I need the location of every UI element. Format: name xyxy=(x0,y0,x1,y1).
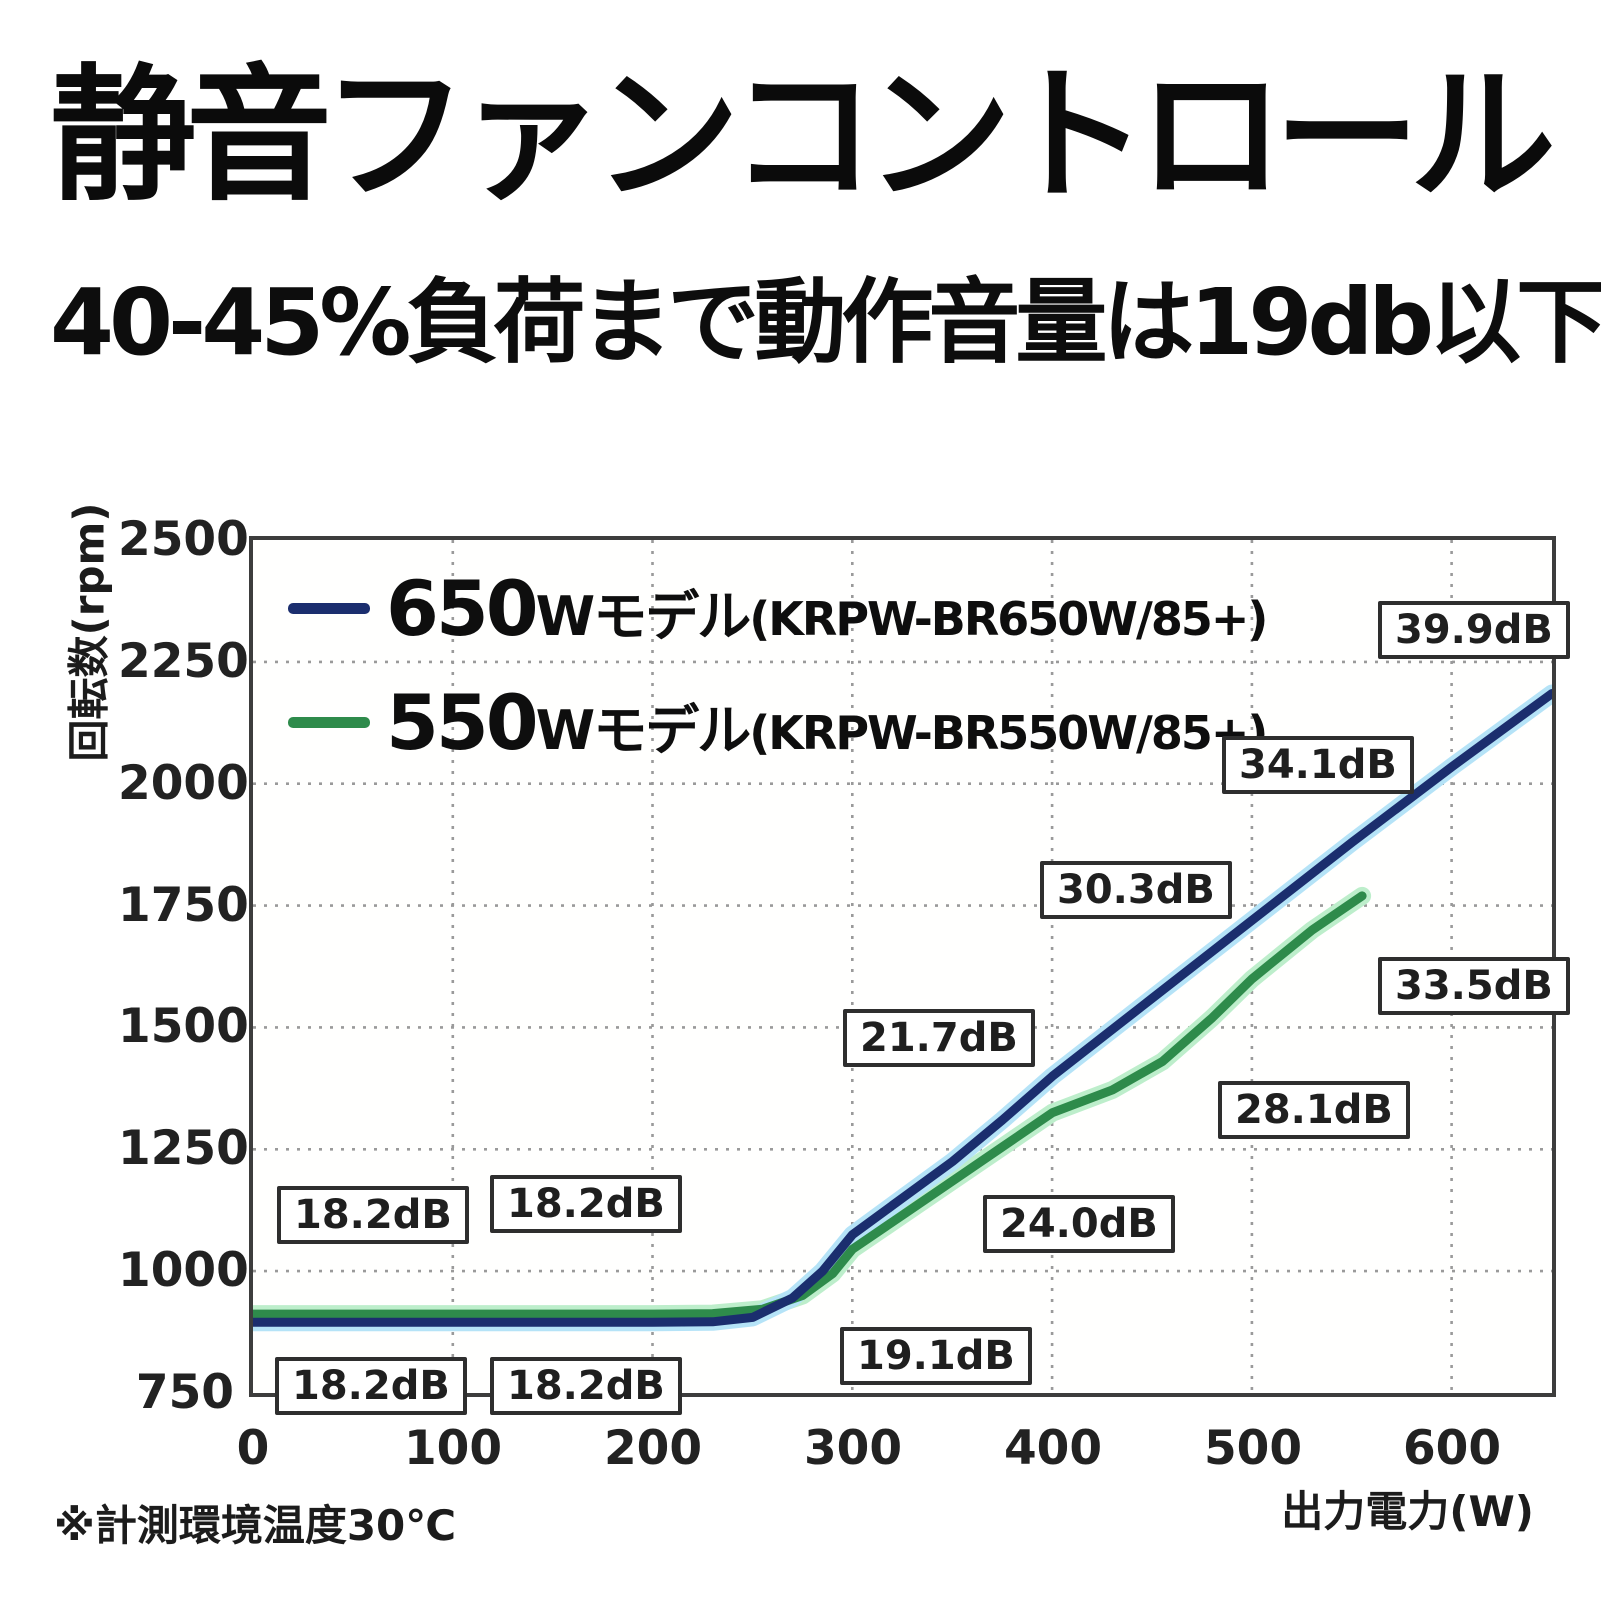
y-tick-1750: 1750 xyxy=(118,878,249,933)
db-annotation-24-0: 24.0dB xyxy=(983,1195,1175,1253)
db-annotation-19-1: 19.1dB xyxy=(840,1327,1032,1385)
x-tick-0: 0 xyxy=(236,1421,270,1476)
y-tick-2250: 2250 xyxy=(118,634,249,689)
legend-650-wattage: 650 xyxy=(386,564,539,653)
db-annotation-18-2-lower-right: 18.2dB xyxy=(490,1357,682,1415)
x-tick-500: 500 xyxy=(1203,1421,1303,1476)
grid-and-series-svg xyxy=(253,540,1552,1393)
legend-swatch-550-icon xyxy=(288,717,370,728)
page-title: 静音ファンコントロール xyxy=(50,51,1556,221)
x-tick-400: 400 xyxy=(1003,1421,1103,1476)
x-tick-100: 100 xyxy=(403,1421,503,1476)
legend-650-model-word: Wモデル xyxy=(535,585,752,648)
db-annotation-34-1: 34.1dB xyxy=(1222,736,1414,794)
legend-label-550: 550 Wモデル (KRPW-BR550W/85+) xyxy=(386,678,1268,767)
legend-550-wattage: 550 xyxy=(386,678,539,767)
legend-650-model-code: (KRPW-BR650W/85+) xyxy=(749,592,1268,646)
vertical-gridlines xyxy=(451,540,1453,1393)
db-annotation-18-2-upper-left: 18.2dB xyxy=(277,1186,469,1244)
db-annotation-30-3: 30.3dB xyxy=(1040,861,1232,919)
y-tick-1000: 1000 xyxy=(118,1243,249,1298)
plot-area xyxy=(249,536,1556,1397)
legend-swatch-650-icon xyxy=(288,603,370,614)
db-annotation-39-9: 39.9dB xyxy=(1378,601,1570,659)
x-axis-unit-label: 出力電力(W) xyxy=(1281,1487,1534,1536)
series-650-line xyxy=(253,689,1552,1327)
db-annotation-18-2-upper-right: 18.2dB xyxy=(490,1175,682,1233)
y-tick-750: 750 xyxy=(135,1365,234,1420)
y-axis-title: 回転数(rpm) xyxy=(64,502,114,762)
legend-550-model-word: Wモデル xyxy=(535,699,752,762)
db-annotation-18-2-lower-left: 18.2dB xyxy=(275,1357,467,1415)
chart-footnote: ※計測環境温度30℃ xyxy=(54,1501,457,1550)
db-annotation-28-1: 28.1dB xyxy=(1218,1081,1410,1139)
legend-item-650w: 650 Wモデル (KRPW-BR650W/85+) xyxy=(288,564,1268,653)
x-tick-300: 300 xyxy=(803,1421,903,1476)
db-annotation-33-5: 33.5dB xyxy=(1378,957,1570,1015)
y-tick-2000: 2000 xyxy=(118,756,249,811)
y-tick-1250: 1250 xyxy=(118,1121,249,1176)
db-annotation-21-7: 21.7dB xyxy=(843,1009,1035,1067)
legend-550-model-code: (KRPW-BR550W/85+) xyxy=(749,706,1268,760)
x-tick-200: 200 xyxy=(603,1421,703,1476)
y-tick-2500: 2500 xyxy=(118,512,249,567)
x-tick-600: 600 xyxy=(1402,1421,1502,1476)
y-tick-1500: 1500 xyxy=(118,999,249,1054)
page-subtitle: 40-45%負荷まで動作音量は19db以下 xyxy=(50,269,1601,376)
series-550-line xyxy=(253,891,1367,1319)
legend-label-650: 650 Wモデル (KRPW-BR650W/85+) xyxy=(386,564,1268,653)
legend-item-550w: 550 Wモデル (KRPW-BR550W/85+) xyxy=(288,678,1268,767)
